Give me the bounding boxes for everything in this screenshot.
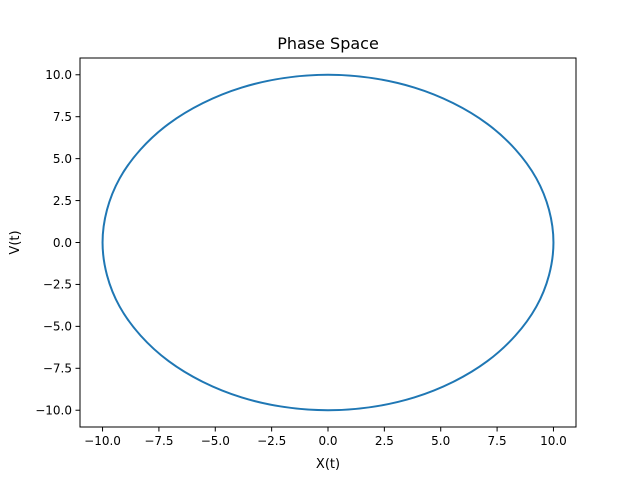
- y-tick-label: −5.0: [43, 320, 72, 334]
- x-axis-label: X(t): [316, 457, 340, 472]
- x-tick-label: 2.5: [375, 434, 394, 448]
- plot-area: [79, 57, 577, 428]
- y-tick-label: −10.0: [35, 404, 72, 418]
- x-tick-label: −2.5: [257, 434, 286, 448]
- x-axis: −10.0 −7.5 −5.0 −2.5 0.0 2.5 5.0 7.5 10.0: [84, 427, 567, 448]
- series-layer: [101, 73, 555, 412]
- y-tick-label: −7.5: [43, 362, 72, 376]
- x-tick-label: −5.0: [201, 434, 230, 448]
- y-tick-label: 2.5: [53, 194, 72, 208]
- plot-background: [80, 58, 576, 427]
- x-tick-label: 10.0: [540, 434, 567, 448]
- x-tick-label: −7.5: [144, 434, 173, 448]
- y-axis: −10.0 −7.5 −5.0 −2.5 0.0 2.5 5.0 7.5 10.0: [35, 68, 80, 418]
- x-tick-label: 0.0: [318, 434, 337, 448]
- series-line-0: [101, 73, 555, 412]
- y-tick-label: 0.0: [53, 236, 72, 250]
- y-tick-label: −2.5: [43, 278, 72, 292]
- chart-title: Phase Space: [277, 34, 379, 53]
- y-tick-label: 7.5: [53, 110, 72, 124]
- y-tick-label: 10.0: [45, 68, 72, 82]
- y-tick-label: 5.0: [53, 152, 72, 166]
- x-tick-label: −10.0: [84, 434, 121, 448]
- x-tick-label: 7.5: [488, 434, 507, 448]
- x-tick-label: 5.0: [431, 434, 450, 448]
- y-axis-label: V(t): [8, 230, 23, 254]
